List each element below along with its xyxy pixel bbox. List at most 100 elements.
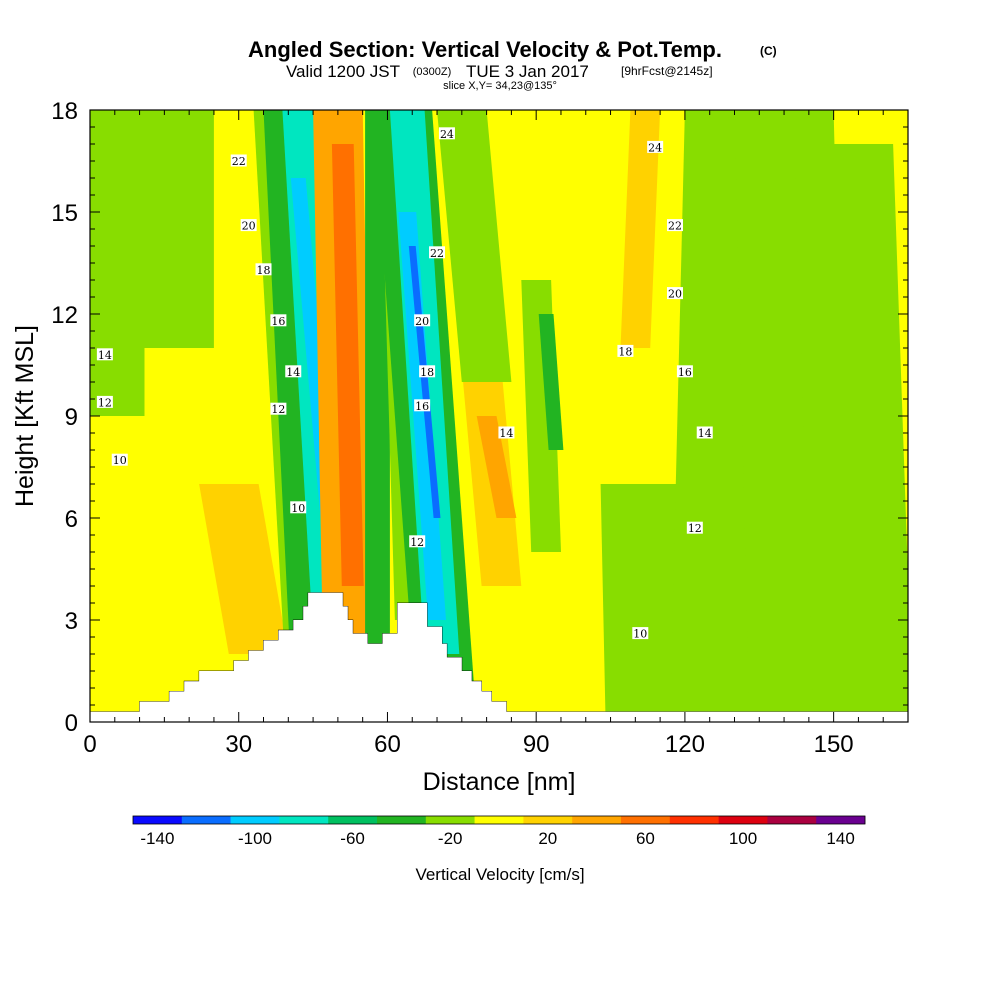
contour-label-box bbox=[686, 521, 703, 534]
contour-label-box bbox=[255, 263, 272, 276]
x-tick-label: 0 bbox=[83, 731, 96, 758]
colorbar-swatch bbox=[816, 816, 866, 824]
contour-label-box bbox=[666, 219, 683, 232]
plot-area: 10 10 10 12 12 12 12 14 14 14 14 16 16 16 18 18 18 20 20 20… bbox=[90, 110, 908, 722]
velocity-band bbox=[538, 314, 564, 450]
slice-info: slice X,Y= 34,23@135° bbox=[443, 80, 557, 92]
contour-label: 16 bbox=[678, 366, 692, 379]
contour-label-box bbox=[414, 314, 431, 327]
contour-label: 20 bbox=[242, 220, 256, 233]
colorbar-tick-label: -20 bbox=[438, 829, 463, 848]
colorbar-swatch bbox=[328, 816, 378, 824]
contour-label-box bbox=[429, 246, 446, 259]
contour-label: 24 bbox=[440, 128, 454, 141]
valid-utc: (0300Z) bbox=[413, 66, 452, 78]
contour-label-box bbox=[647, 140, 664, 153]
contour-label: 14 bbox=[286, 366, 300, 379]
colorbar-tick-label: 60 bbox=[636, 829, 655, 848]
contour-label: 12 bbox=[98, 396, 112, 409]
velocity-band bbox=[437, 110, 512, 382]
x-tick-label: 30 bbox=[225, 731, 252, 758]
contour-label: 22 bbox=[430, 247, 444, 260]
y-tick-label: 6 bbox=[65, 506, 78, 533]
y-axis-label: Height [Kft MSL] bbox=[11, 325, 39, 507]
contour-label-box bbox=[111, 453, 128, 466]
axes: 0 30 60 90 120 150 0 3 6 9 12 15 18 bbox=[51, 98, 908, 758]
valid-date: TUE 3 Jan 2017 bbox=[466, 62, 589, 81]
contour-label: 18 bbox=[420, 366, 434, 379]
contour-label-box bbox=[617, 344, 634, 357]
colorbar-tick-label: -140 bbox=[140, 829, 174, 848]
contour-label-box bbox=[438, 127, 455, 140]
contour-label: 16 bbox=[271, 315, 285, 328]
contour-label: 24 bbox=[648, 141, 662, 154]
contour-label-box bbox=[290, 501, 307, 514]
velocity-band bbox=[794, 144, 908, 722]
velocity-band bbox=[408, 246, 441, 518]
contour-label-box bbox=[96, 348, 113, 361]
colorbar-swatch bbox=[474, 816, 524, 824]
y-tick-label: 15 bbox=[51, 200, 78, 227]
contour-label-box bbox=[270, 314, 287, 327]
contour-label: 12 bbox=[688, 522, 702, 535]
colorbar-tick-label: 140 bbox=[826, 829, 854, 848]
colorbar-swatch bbox=[621, 816, 671, 824]
x-tick-label: 60 bbox=[374, 731, 401, 758]
x-axis-label: Distance [nm] bbox=[423, 768, 576, 796]
contour-label: 22 bbox=[668, 220, 682, 233]
velocity-band bbox=[114, 110, 214, 348]
contour-label-box bbox=[632, 627, 649, 640]
chart-title: Angled Section: Vertical Velocity & Pot.… bbox=[248, 37, 722, 62]
velocity-band bbox=[199, 484, 289, 654]
contour-label: 10 bbox=[633, 628, 647, 641]
colorbar-tick-label: -100 bbox=[238, 829, 272, 848]
contour-label: 10 bbox=[291, 502, 305, 515]
y-tick-label: 9 bbox=[65, 404, 78, 431]
contour-label-box bbox=[419, 365, 436, 378]
velocity-band bbox=[476, 416, 517, 518]
colorbar-tick-label: -60 bbox=[340, 829, 365, 848]
contour-label-box bbox=[285, 365, 302, 378]
colorbar-swatch bbox=[230, 816, 280, 824]
contour-label-box bbox=[270, 402, 287, 415]
contour-label: 14 bbox=[98, 349, 112, 362]
forecast-stamp: [9hrFcst@2145z] bbox=[621, 64, 713, 78]
terrain-mask bbox=[90, 592, 908, 722]
contour-label: 14 bbox=[499, 427, 513, 440]
contour-label-box bbox=[666, 287, 683, 300]
contour-label: 16 bbox=[415, 400, 429, 413]
velocity-band bbox=[331, 144, 364, 586]
colorbar-tick-label: 20 bbox=[538, 829, 557, 848]
contour-label: 22 bbox=[232, 155, 246, 168]
colorbar-swatch bbox=[279, 816, 329, 824]
contour-label: 18 bbox=[618, 345, 632, 358]
colorbar: -140 -100 -60 -20 20 60 100 140 bbox=[132, 815, 866, 848]
colorbar-label: Vertical Velocity [cm/s] bbox=[415, 865, 584, 884]
x-tick-label: 120 bbox=[665, 731, 705, 758]
contour-label-box bbox=[676, 365, 693, 378]
y-tick-label: 3 bbox=[65, 608, 78, 635]
colorbar-frame bbox=[132, 815, 866, 825]
contour-label-box bbox=[498, 426, 515, 439]
velocity-band bbox=[600, 484, 695, 722]
y-tick-label: 0 bbox=[65, 710, 78, 737]
x-tick-label: 150 bbox=[814, 731, 854, 758]
contour-label: 14 bbox=[698, 427, 712, 440]
colorbar-tick-label: 100 bbox=[729, 829, 757, 848]
contour-label-box bbox=[414, 399, 431, 412]
colorbar-swatch bbox=[377, 816, 427, 824]
x-tick-label: 90 bbox=[523, 731, 550, 758]
contour-label: 20 bbox=[668, 288, 682, 301]
velocity-band bbox=[620, 110, 661, 348]
colorbar-swatch bbox=[181, 816, 231, 824]
y-tick-label: 12 bbox=[51, 302, 78, 329]
contour-label: 18 bbox=[257, 264, 271, 277]
colorbar-swatch bbox=[767, 816, 817, 824]
y-tick-label: 18 bbox=[51, 98, 78, 125]
colorbar-swatch bbox=[669, 816, 719, 824]
contour-label-box bbox=[230, 154, 247, 167]
contour-label: 12 bbox=[410, 536, 424, 549]
colorbar-swatch bbox=[572, 816, 622, 824]
colorbar-swatch bbox=[523, 816, 573, 824]
